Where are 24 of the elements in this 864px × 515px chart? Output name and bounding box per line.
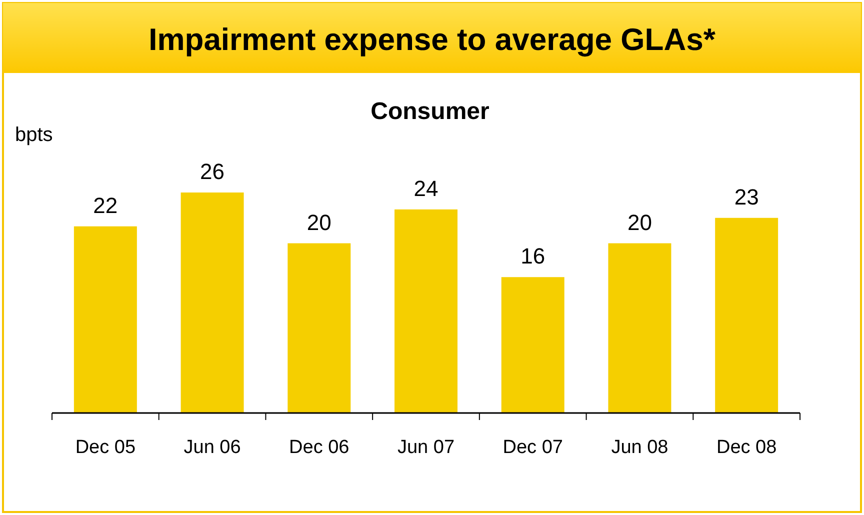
bar bbox=[288, 243, 351, 414]
x-tick-label: Jun 08 bbox=[611, 437, 668, 458]
x-tick-label: Dec 08 bbox=[716, 437, 777, 458]
data-label: 20 bbox=[627, 210, 652, 235]
x-tick-label: Dec 05 bbox=[75, 437, 136, 458]
y-axis-title: bpts bbox=[15, 124, 53, 146]
data-label: 26 bbox=[200, 159, 225, 184]
x-tick-label: Dec 07 bbox=[502, 437, 563, 458]
data-label: 20 bbox=[306, 210, 332, 235]
data-label: 23 bbox=[734, 184, 759, 210]
bar bbox=[74, 226, 137, 414]
bar bbox=[501, 277, 564, 414]
bar bbox=[394, 209, 458, 414]
x-tick-label: Jun 07 bbox=[397, 437, 455, 458]
bar bbox=[608, 243, 672, 414]
data-label: 24 bbox=[414, 176, 438, 201]
x-tick-label: Dec 06 bbox=[289, 437, 350, 458]
chart-subtitle: Consumer bbox=[370, 98, 490, 125]
bar bbox=[715, 218, 778, 414]
x-tick-label: Jun 06 bbox=[184, 437, 241, 458]
bar bbox=[180, 192, 244, 414]
data-label: 16 bbox=[520, 244, 546, 269]
chart-title: Impairment expense to average GLAs* bbox=[148, 22, 716, 57]
data-label: 22 bbox=[93, 192, 118, 218]
